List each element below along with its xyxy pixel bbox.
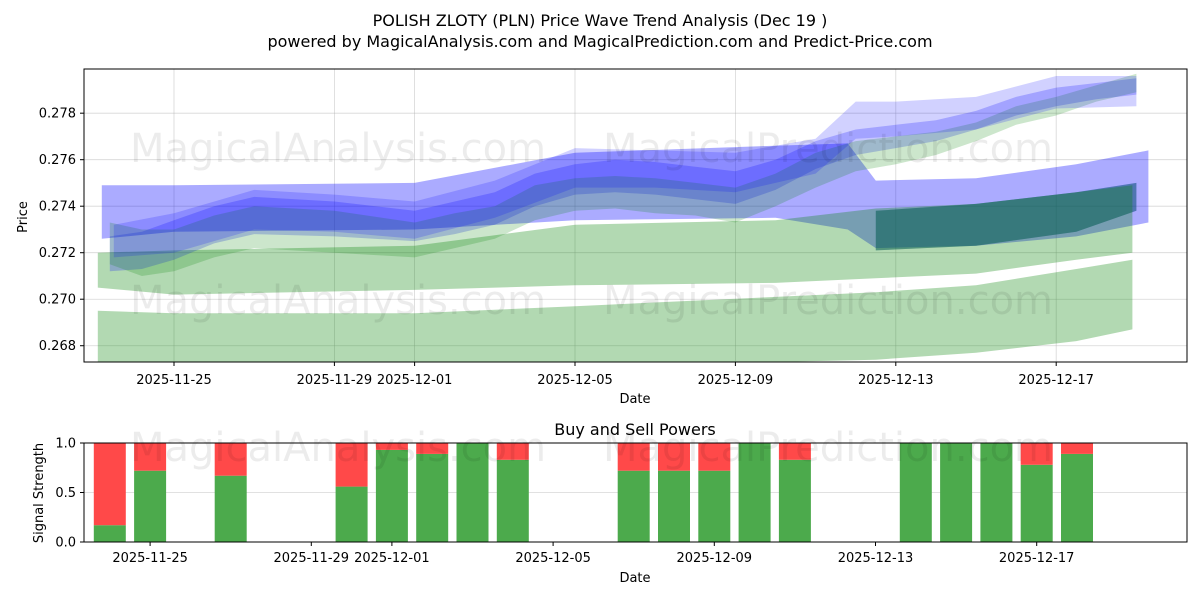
price-band-1 bbox=[875, 182, 1137, 251]
buy-bar bbox=[617, 470, 650, 542]
sell-bar bbox=[698, 443, 731, 471]
price-grid bbox=[84, 69, 1187, 362]
signal-y-tick-label: 0.5 bbox=[55, 486, 76, 501]
price-y-tick-label: 0.274 bbox=[39, 200, 76, 215]
watermark-analysis-bottom: MagicalAnalysis.com bbox=[130, 425, 546, 471]
price-y-tick-label: 0.268 bbox=[39, 339, 76, 354]
buy-bar bbox=[93, 525, 126, 542]
signal-y-ticks: 0.0 0.5 1.0 bbox=[55, 437, 84, 551]
signal-y-tick-label: 1.0 bbox=[55, 437, 76, 452]
sell-bar bbox=[658, 443, 690, 471]
signal-x-axis-label: Date bbox=[619, 571, 650, 586]
buy-bar bbox=[416, 453, 449, 542]
buy-bar bbox=[940, 443, 973, 542]
buy-bar bbox=[658, 470, 690, 542]
price-x-ticks: 2025-11-25 2025-11-29 2025-12-01 2025-12-05… bbox=[136, 362, 1094, 388]
price-y-tick-label: 0.272 bbox=[39, 246, 76, 261]
sell-bar bbox=[496, 443, 529, 460]
price-x-axis-label: Date bbox=[619, 392, 650, 407]
buy-bar bbox=[980, 443, 1013, 542]
price-x-tick-label: 2025-11-25 bbox=[136, 373, 212, 388]
price-x-tick-label: 2025-12-09 bbox=[698, 373, 774, 388]
signal-x-tick-label: 2025-12-09 bbox=[677, 551, 753, 566]
price-y-tick-label: 0.278 bbox=[39, 107, 76, 122]
sell-bar bbox=[93, 443, 126, 526]
buy-bar bbox=[899, 443, 932, 542]
signal-x-tick-label: 2025-12-01 bbox=[354, 551, 430, 566]
price-bands bbox=[97, 73, 1149, 362]
price-band-6 bbox=[109, 73, 1137, 276]
price-y-tick-label: 0.276 bbox=[39, 153, 76, 168]
buy-bar bbox=[335, 486, 368, 542]
signal-x-ticks: 2025-11-25 2025-11-29 2025-12-01 2025-12-05… bbox=[112, 542, 1074, 566]
price-y-tick-label: 0.270 bbox=[39, 293, 76, 308]
price-y-axis-label: Price bbox=[16, 201, 31, 233]
buy-bar bbox=[698, 470, 731, 542]
price-wave-chart: MagicalAnalysis.com MagicalPrediction.co… bbox=[16, 68, 1188, 407]
price-x-tick-label: 2025-12-17 bbox=[1018, 373, 1094, 388]
sell-bar bbox=[617, 443, 650, 471]
price-band-3 bbox=[97, 185, 1133, 295]
buy-bar bbox=[1020, 464, 1053, 542]
buy-bar bbox=[214, 475, 247, 542]
sell-bar bbox=[134, 443, 167, 471]
price-x-tick-label: 2025-11-29 bbox=[297, 373, 373, 388]
signal-x-tick-label: 2025-12-05 bbox=[515, 551, 591, 566]
buy-bar bbox=[134, 470, 167, 542]
watermark-prediction-mid: MagicalPrediction.com bbox=[603, 278, 1053, 324]
price-band-0 bbox=[101, 143, 1149, 249]
sell-bar bbox=[1020, 443, 1053, 465]
signal-x-tick-label: 2025-12-13 bbox=[838, 551, 914, 566]
sell-bar bbox=[335, 443, 368, 487]
price-band-2 bbox=[875, 182, 1137, 251]
signal-y-tick-label: 0.0 bbox=[55, 536, 76, 551]
price-band-5 bbox=[109, 78, 1137, 272]
sell-bar bbox=[778, 443, 811, 460]
buy-bar bbox=[1061, 453, 1093, 542]
signal-x-tick-label: 2025-12-17 bbox=[999, 551, 1075, 566]
watermark-prediction-top: MagicalPrediction.com bbox=[603, 126, 1053, 172]
watermark-prediction-bottom: MagicalPrediction.com bbox=[603, 425, 1053, 471]
price-plot-frame bbox=[83, 68, 1188, 363]
price-band-7 bbox=[113, 76, 1137, 258]
signal-bars bbox=[93, 443, 1093, 542]
watermark-analysis-mid: MagicalAnalysis.com bbox=[130, 278, 546, 324]
signal-x-tick-label: 2025-11-25 bbox=[112, 551, 188, 566]
sell-bar bbox=[214, 443, 247, 476]
price-band-4 bbox=[97, 259, 1133, 362]
chart-title: POLISH ZLOTY (PLN) Price Wave Trend Anal… bbox=[373, 11, 828, 30]
buy-bar bbox=[496, 459, 529, 542]
buy-bar bbox=[778, 459, 811, 542]
watermark-analysis-top: MagicalAnalysis.com bbox=[130, 126, 546, 172]
buy-sell-chart: Buy and Sell Powers MagicalAnalysis.com … bbox=[32, 420, 1188, 586]
price-x-tick-label: 2025-12-05 bbox=[537, 373, 613, 388]
price-y-ticks: 0.268 0.270 0.272 0.274 0.276 0.278 bbox=[39, 107, 84, 354]
buy-sell-title: Buy and Sell Powers bbox=[554, 420, 716, 439]
signal-y-axis-label: Signal Strength bbox=[32, 443, 47, 543]
buy-bar bbox=[738, 443, 771, 542]
price-x-tick-label: 2025-12-01 bbox=[377, 373, 453, 388]
sell-bar bbox=[375, 443, 408, 450]
buy-bar bbox=[375, 449, 408, 542]
buy-bar bbox=[456, 443, 489, 542]
chart-subtitle: powered by MagicalAnalysis.com and Magic… bbox=[267, 32, 932, 51]
price-x-tick-label: 2025-12-13 bbox=[858, 373, 934, 388]
signal-x-tick-label: 2025-11-29 bbox=[274, 551, 350, 566]
sell-bar bbox=[416, 443, 449, 454]
sell-bar bbox=[1061, 443, 1093, 454]
